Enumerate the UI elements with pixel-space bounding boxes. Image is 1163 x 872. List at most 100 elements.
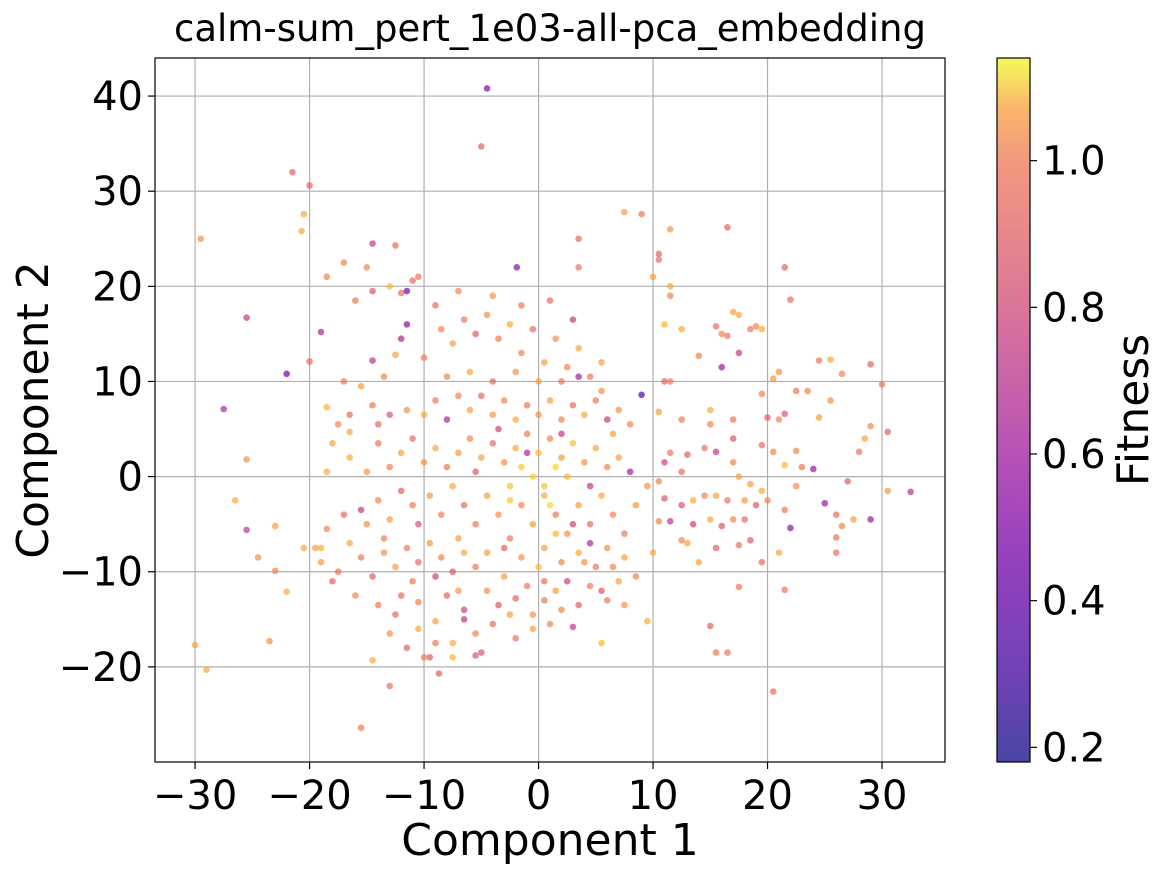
scatter-point — [495, 335, 502, 342]
scatter-point — [495, 511, 502, 518]
scatter-point — [684, 539, 691, 547]
scatter-point — [397, 592, 405, 599]
scatter-point — [197, 235, 205, 243]
scatter-point — [415, 598, 422, 606]
scatter-point — [569, 401, 577, 409]
scatter-point — [323, 403, 331, 411]
scatter-point — [638, 210, 645, 218]
scatter-point — [420, 459, 428, 466]
colorbar-tick-label: 0.8 — [1042, 285, 1106, 331]
scatter-point — [420, 654, 428, 661]
scatter-point — [500, 397, 508, 404]
colorbar-tick-label: 1.0 — [1042, 139, 1106, 185]
scatter-point — [706, 420, 714, 428]
scatter-point — [729, 459, 737, 466]
scatter-point — [369, 573, 376, 580]
scatter-point — [363, 263, 371, 271]
scatter-point — [552, 335, 560, 342]
scatter-point — [666, 225, 674, 233]
scatter-point — [678, 416, 685, 423]
scatter-point — [581, 411, 588, 419]
scatter-point — [518, 349, 525, 357]
scatter-point — [409, 577, 416, 585]
scatter-point — [649, 273, 657, 281]
scatter-point — [489, 439, 497, 447]
scatter-point — [758, 325, 766, 333]
scatter-point — [466, 435, 474, 442]
x-tick-label: −20 — [267, 773, 351, 819]
scatter-point — [832, 534, 840, 541]
scatter-point — [769, 688, 777, 695]
scatter-point — [415, 625, 422, 633]
scatter-point — [581, 459, 588, 466]
scatter-point — [540, 544, 548, 552]
scatter-point — [706, 406, 714, 414]
scatter-point — [747, 325, 754, 333]
scatter-point — [878, 381, 886, 388]
scatter-point — [861, 435, 869, 442]
scatter-point — [540, 492, 548, 499]
scatter-point — [529, 473, 537, 480]
scatter-point — [392, 351, 399, 359]
scatter-point — [775, 549, 783, 557]
scatter-point — [500, 459, 508, 466]
scatter-point — [420, 411, 428, 419]
y-tick-label: 0 — [118, 455, 143, 501]
scatter-point — [518, 302, 525, 309]
scatter-point — [575, 601, 582, 609]
scatter-point — [655, 256, 663, 263]
scatter-point — [666, 518, 674, 525]
scatter-point — [706, 516, 714, 523]
scatter-point — [855, 448, 863, 456]
scatter-point — [415, 273, 422, 281]
scatter-point — [666, 378, 674, 385]
scatter-point — [432, 639, 439, 647]
scatter-point — [392, 563, 399, 571]
scatter-point — [340, 378, 348, 385]
scatter-point — [552, 530, 560, 537]
scatter-point — [701, 492, 708, 499]
scatter-point — [352, 592, 359, 599]
scatter-point — [352, 297, 359, 304]
scatter-point — [569, 439, 577, 447]
scatter-point — [369, 240, 376, 247]
scatter-point — [603, 596, 611, 604]
scatter-point — [500, 573, 508, 580]
scatter-point — [437, 325, 445, 333]
colorbar-tick-label: 0.2 — [1042, 725, 1106, 771]
scatter-point — [334, 568, 342, 576]
scatter-point — [655, 250, 663, 258]
scatter-point — [409, 277, 416, 284]
colorbar-frame — [996, 57, 1031, 763]
scatter-point — [317, 544, 325, 552]
scatter-point — [489, 378, 497, 385]
scatter-point — [552, 463, 560, 471]
scatter-point — [712, 492, 720, 499]
scatter-point — [638, 391, 645, 399]
scatter-point — [437, 511, 445, 518]
scatter-point — [781, 586, 789, 594]
colorbar-tick-label: 0.4 — [1042, 579, 1106, 625]
scatter-point — [575, 344, 582, 352]
scatter-point — [804, 387, 811, 395]
scatter-point — [403, 321, 411, 328]
scatter-point — [644, 617, 651, 625]
scatter-point — [460, 549, 468, 557]
x-tick-label: 0 — [526, 773, 551, 819]
scatter-point — [529, 611, 537, 618]
scatter-points — [191, 85, 914, 732]
scatter-point — [483, 549, 491, 557]
scatter-point — [449, 568, 456, 576]
scatter-point — [460, 606, 468, 614]
scatter-point — [443, 463, 451, 471]
x-axis-ticks: −30 −20 −10 0 10 20 30 — [153, 762, 907, 819]
scatter-point — [374, 420, 382, 428]
scatter-point — [346, 428, 353, 436]
scatter-point — [592, 563, 600, 571]
scatter-point — [289, 168, 296, 176]
scatter-point — [661, 459, 668, 466]
scatter-point — [884, 428, 892, 436]
scatter-point — [609, 563, 617, 571]
scatter-point — [558, 558, 565, 566]
